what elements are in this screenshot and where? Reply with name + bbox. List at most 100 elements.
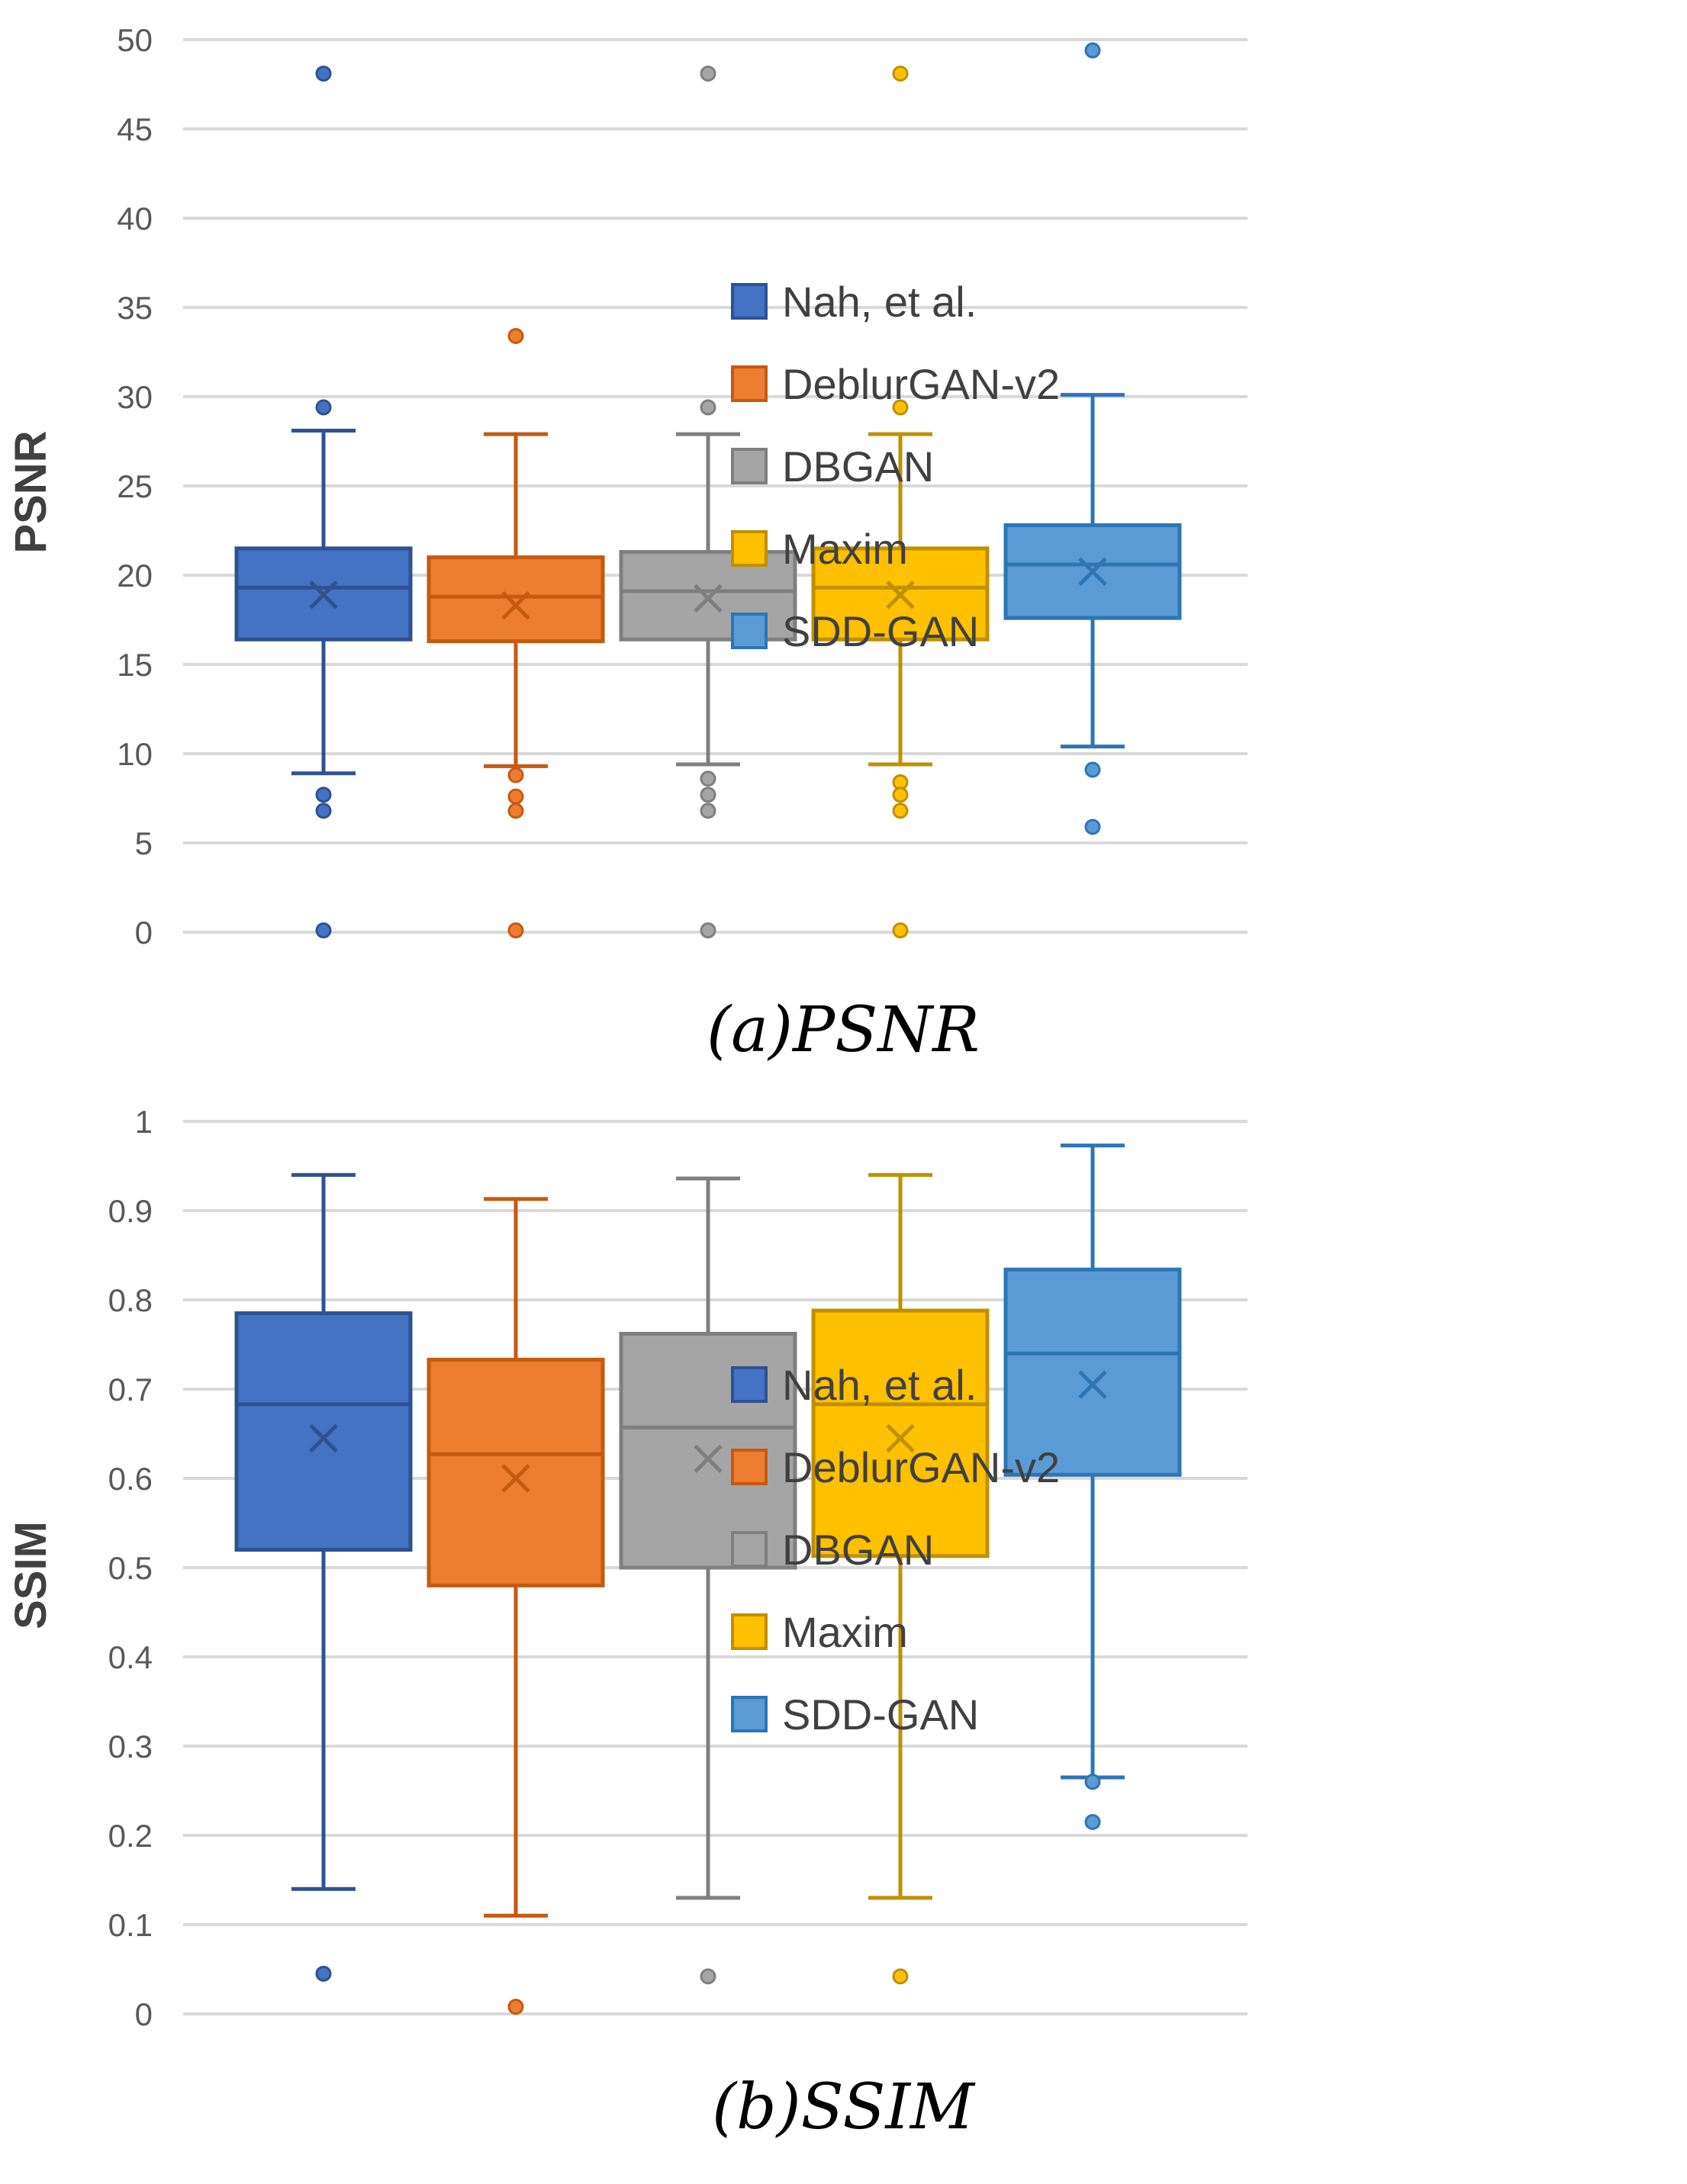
- outlier-point: [507, 767, 524, 783]
- outlier-point: [892, 922, 909, 939]
- legend: Nah, et al. DeblurGAN-v2 DBGAN Maxim SDD-GAN: [731, 1361, 1060, 1739]
- box-sdd-gan: [1003, 1143, 1182, 1830]
- legend-swatch: [731, 365, 768, 402]
- legend-swatch: [731, 1613, 768, 1650]
- y-tick-label: 0: [135, 1996, 153, 2032]
- legend-swatch: [731, 1696, 768, 1732]
- mean-marker: [309, 1423, 338, 1453]
- outlier-point: [1084, 42, 1101, 59]
- iqr-box: [1003, 1267, 1182, 1477]
- outlier-point: [315, 922, 332, 939]
- outlier-point: [1084, 1774, 1101, 1790]
- outlier-point: [1084, 761, 1101, 778]
- legend-swatch: [731, 613, 768, 649]
- legend-label: DeblurGAN-v2: [782, 360, 1060, 408]
- mean-marker: [694, 584, 723, 613]
- outlier-point: [892, 1968, 909, 1985]
- legend: Nah, et al. DeblurGAN-v2 DBGAN Maxim SDD-GAN: [731, 278, 1060, 655]
- box-maxim: [811, 1172, 990, 1985]
- box-maxim: [811, 65, 990, 939]
- y-tick-label: 15: [117, 647, 153, 683]
- legend-label: SDD-GAN: [782, 607, 979, 655]
- legend-label: DBGAN: [782, 442, 934, 491]
- iqr-box: [427, 555, 605, 644]
- box-nah-et-al-: [234, 1172, 413, 1982]
- legend-label: DBGAN: [782, 1526, 934, 1574]
- y-tick-label: 0: [135, 915, 153, 950]
- y-tick-label: 45: [117, 111, 153, 147]
- outlier-point: [892, 786, 909, 803]
- y-tick-label: 30: [117, 379, 153, 415]
- legend-label: Maxim: [782, 1608, 908, 1656]
- outlier-point: [507, 788, 524, 805]
- iqr-box: [811, 1308, 990, 1558]
- y-tick-label: 40: [117, 201, 153, 236]
- mean-marker: [1078, 1370, 1107, 1399]
- outlier-point: [892, 803, 909, 819]
- outlier-point: [700, 65, 716, 82]
- legend-swatch: [731, 1449, 768, 1485]
- y-tick-label: 1: [135, 1104, 153, 1140]
- legend-swatch: [731, 1531, 768, 1568]
- panel-ssim: 0 0.1 0.2 0.3 0.4 0.5 0.6 0.7 0.8 0.9 1 SSIM Nah, et…: [6, 1104, 1248, 2144]
- y-tick-label: 0.6: [108, 1461, 153, 1497]
- panel-caption: (a)PSNR: [707, 994, 980, 1066]
- y-tick-label: 0.8: [108, 1282, 153, 1318]
- y-tick-label: 10: [117, 736, 153, 772]
- outlier-point: [700, 803, 716, 819]
- y-tick-label: 0.7: [108, 1372, 153, 1407]
- iqr-box: [234, 1311, 413, 1552]
- outlier-point: [892, 399, 909, 416]
- y-tick-label: 0.2: [108, 1818, 153, 1854]
- outlier-point: [507, 1999, 524, 2015]
- box-nah-et-al-: [234, 65, 413, 939]
- legend-label: SDD-GAN: [782, 1690, 979, 1739]
- y-tick-label: 0.9: [108, 1193, 153, 1229]
- mean-marker: [501, 591, 530, 620]
- legend-label: DeblurGAN-v2: [782, 1443, 1060, 1491]
- y-tick-label: 0.1: [108, 1907, 153, 1943]
- y-tick-label: 50: [117, 22, 153, 58]
- outlier-point: [1084, 819, 1101, 835]
- panel-caption: (b)SSIM: [712, 2071, 976, 2144]
- outlier-point: [315, 399, 332, 416]
- mean-marker: [886, 580, 915, 610]
- y-tick-label: 20: [117, 558, 153, 593]
- legend-swatch: [731, 1366, 768, 1403]
- legend-label: Nah, et al.: [782, 1361, 977, 1409]
- y-tick-label: 0.4: [108, 1639, 153, 1675]
- box-deblurgan-v2: [427, 1197, 605, 2015]
- y-tick-label: 35: [117, 290, 153, 326]
- legend-label: Maxim: [782, 525, 908, 573]
- outlier-point: [315, 803, 332, 819]
- mean-marker: [1078, 557, 1107, 587]
- box-deblurgan-v2: [427, 327, 605, 939]
- legend-swatch: [731, 283, 768, 320]
- outlier-point: [507, 327, 524, 344]
- outlier-point: [315, 1965, 332, 1982]
- iqr-box: [619, 1331, 797, 1570]
- y-tick-label: 0.5: [108, 1550, 153, 1586]
- outlier-point: [700, 786, 716, 803]
- y-tick-label: 0.3: [108, 1729, 153, 1764]
- panel-psnr: 0 5 10 15 20 25 30 35 40 45 50 PSNR Nah, et al. Deblu…: [6, 22, 1248, 1066]
- mean-marker: [694, 1444, 723, 1474]
- outlier-point: [892, 65, 909, 82]
- outlier-point: [507, 922, 524, 939]
- y-axis-title: PSNR: [6, 430, 56, 553]
- outlier-point: [315, 65, 332, 82]
- legend-label: Nah, et al.: [782, 278, 977, 326]
- y-tick-label: 5: [135, 825, 153, 861]
- outlier-point: [1084, 1813, 1101, 1830]
- outlier-point: [507, 803, 524, 819]
- outlier-point: [315, 786, 332, 803]
- y-tick-label: 25: [117, 468, 153, 504]
- legend-swatch: [731, 530, 768, 567]
- y-axis-title: SSIM: [6, 1521, 56, 1629]
- outlier-point: [700, 399, 716, 416]
- outlier-point: [700, 922, 716, 939]
- outlier-point: [700, 770, 716, 787]
- mean-marker: [501, 1464, 530, 1493]
- box-dbgan: [619, 65, 797, 939]
